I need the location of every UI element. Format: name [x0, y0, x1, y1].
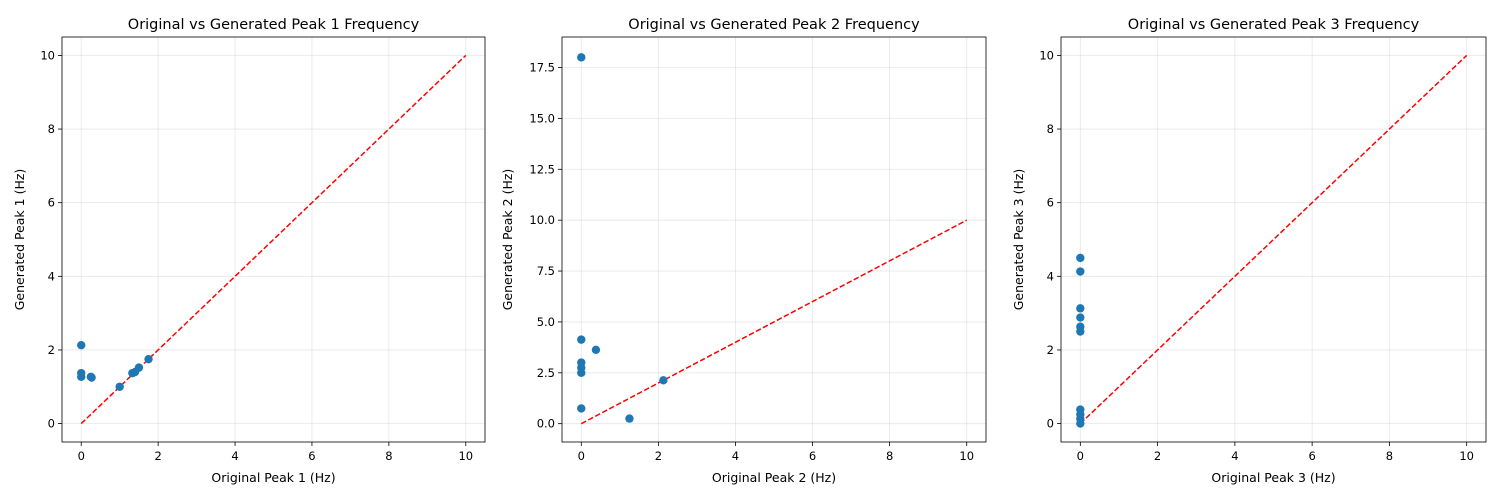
x-tick-label: 0: [78, 449, 85, 463]
y-tick-label: 0: [1047, 417, 1054, 431]
x-axis-label: Original Peak 2 (Hz): [712, 470, 836, 485]
chart-panel-2: 0 2 4 6 8 10 0.0 2.5 5.0 7.5 10.0 12.5 15.0 17.5 Origi…: [500, 17, 987, 485]
y-tick-label: 4: [1047, 269, 1054, 283]
y-tick-label: 12.5: [529, 162, 555, 176]
y-axis-label: Generated Peak 3 (Hz): [1011, 169, 1026, 311]
y-tick-label: 4: [48, 269, 55, 283]
y-axis-label: Generated Peak 2 (Hz): [500, 169, 515, 311]
x-tick-label: 8: [385, 449, 392, 463]
x-tick-label: 8: [1386, 449, 1393, 463]
x-tick-label: 4: [732, 449, 739, 463]
x-axis-label: Original Peak 3 (Hz): [1211, 470, 1335, 485]
data-point: [625, 414, 634, 423]
data-point: [1076, 267, 1085, 276]
y-tick-label: 2: [1047, 343, 1054, 357]
y-tick-label: 0: [48, 417, 55, 431]
data-point: [1076, 327, 1085, 336]
x-tick-label: 4: [1231, 449, 1238, 463]
x-tick-label: 0: [578, 449, 585, 463]
data-point: [87, 373, 96, 382]
y-tick-label: 8: [48, 122, 55, 136]
x-tick-label: 8: [886, 449, 893, 463]
data-point: [591, 345, 601, 355]
reference-line: [1079, 54, 1468, 425]
y-tick-label: 10: [40, 48, 55, 62]
plot-frame: [1060, 36, 1487, 443]
chart-title: Original vs Generated Peak 1 Frequency: [128, 17, 420, 33]
y-tick-label: 2.5: [537, 366, 555, 380]
data-point: [115, 382, 124, 391]
data-point: [659, 376, 668, 385]
chart-panel-1: 0 2 4 6 8 10 0 2 4 6 8 10 Original vs Generated Peak…: [12, 17, 486, 485]
x-tick-label: 10: [458, 449, 473, 463]
y-tick-label: 10.0: [529, 213, 555, 227]
data-point: [577, 53, 586, 62]
y-tick-label: 6: [1047, 196, 1054, 210]
x-axis-label: Original Peak 1 (Hz): [211, 470, 335, 485]
x-tick-label: 6: [1308, 449, 1315, 463]
data-point: [577, 335, 586, 344]
x-tick-label: 10: [959, 449, 974, 463]
x-tick-label: 2: [655, 449, 662, 463]
data-point: [1076, 313, 1085, 322]
data-point: [77, 340, 86, 350]
x-tick-label: 10: [1459, 449, 1474, 463]
data-point: [577, 404, 586, 413]
data-point: [77, 372, 86, 382]
y-tick-label: 0.0: [537, 417, 555, 431]
y-axis-label: Generated Peak 1 (Hz): [12, 169, 27, 311]
x-tick-label: 2: [154, 449, 161, 463]
data-point: [1076, 304, 1085, 313]
data-point: [134, 363, 144, 372]
x-tick-label: 6: [809, 449, 816, 463]
chart-panel-3: 0 2 4 6 8 10 0 2 4 6 8 10 Original vs Generated Peak…: [1011, 17, 1487, 485]
data-point: [1076, 253, 1085, 263]
y-tick-label: 7.5: [537, 264, 555, 278]
y-tick-label: 15.0: [529, 111, 555, 125]
y-tick-label: 10: [1039, 48, 1054, 62]
y-tick-label: 8: [1047, 122, 1054, 136]
y-tick-label: 6: [48, 196, 55, 210]
y-tick-label: 2: [48, 343, 55, 357]
x-tick-label: 0: [1077, 449, 1084, 463]
x-tick-label: 4: [231, 449, 238, 463]
reference-line: [580, 219, 968, 425]
x-tick-label: 6: [308, 449, 315, 463]
chart-title: Original vs Generated Peak 2 Frequency: [628, 17, 920, 33]
plot-frame: [61, 36, 486, 443]
y-tick-label: 5.0: [537, 315, 555, 329]
data-point: [577, 368, 586, 378]
data-point: [1076, 419, 1085, 428]
plot-frame: [561, 36, 987, 443]
chart-title: Original vs Generated Peak 3 Frequency: [1128, 17, 1420, 33]
y-tick-label: 17.5: [529, 61, 555, 75]
data-point: [144, 354, 153, 364]
reference-line: [80, 54, 467, 425]
x-tick-label: 2: [1154, 449, 1161, 463]
